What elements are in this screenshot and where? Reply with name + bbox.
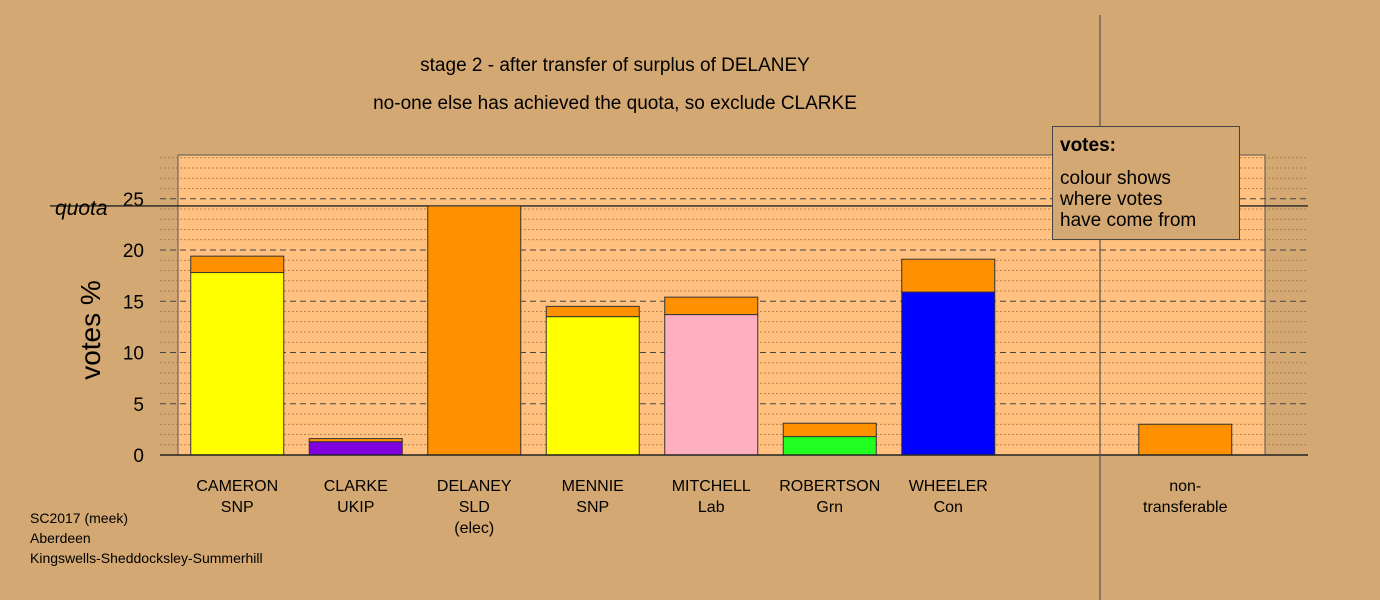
bar-segment-0-1: [190, 255, 285, 274]
legend-line-3: have come from: [1060, 210, 1197, 231]
bar-segment-5-0: [782, 436, 877, 456]
legend-line-1: colour shows: [1060, 168, 1171, 189]
y-tick-label: 0: [133, 446, 144, 467]
bar-segment-4-0: [664, 314, 759, 456]
category-label: SLD: [459, 499, 490, 516]
quota-label: quota: [55, 197, 108, 220]
y-tick-label: 15: [123, 292, 144, 313]
category-label: transferable: [1143, 499, 1228, 516]
category-label: Lab: [698, 499, 725, 516]
legend-box: votes: colour shows where votes have com…: [1052, 126, 1240, 240]
category-label: DELANEY: [437, 478, 512, 495]
bar-segment-8-1: [1138, 423, 1233, 456]
legend-line-2: where votes: [1060, 189, 1163, 210]
category-label: SNP: [221, 499, 254, 516]
category-label: non-: [1169, 478, 1201, 495]
bar-segment-1-1: [308, 438, 403, 443]
category-label: MITCHELL: [672, 478, 751, 495]
bar-segment-3-0: [545, 316, 640, 456]
bar-segment-2-0: [427, 205, 522, 456]
y-tick-label: 25: [123, 190, 144, 211]
footer-ward: Kingswells-Sheddocksley-Summerhill: [30, 550, 263, 566]
bar-segment-6-1: [901, 258, 996, 293]
y-tick-label: 5: [133, 395, 144, 416]
y-tick-label: 20: [123, 241, 144, 262]
category-label: WHEELER: [909, 478, 988, 495]
bar-segment-0-0: [190, 272, 285, 456]
bar-segment-1-0: [308, 441, 403, 456]
bar-segment-4-1: [664, 296, 759, 316]
category-label: MENNIE: [562, 478, 624, 495]
bar-segment-5-1: [782, 422, 877, 438]
category-label: Con: [934, 499, 963, 516]
category-label: CAMERON: [196, 478, 278, 495]
legend-title: votes:: [1060, 135, 1116, 156]
category-label: CLARKE: [324, 478, 388, 495]
y-axis-label: votes %: [75, 280, 106, 380]
category-label: (elec): [454, 520, 494, 537]
footer-council: Aberdeen: [30, 530, 91, 546]
category-label: ROBERTSON: [779, 478, 880, 495]
bar-segment-3-1: [545, 305, 640, 318]
footer-election: SC2017 (meek): [30, 510, 129, 526]
category-label: UKIP: [337, 499, 374, 516]
chart-title-stage: stage 2 - after transfer of surplus of D…: [420, 55, 810, 76]
chart-title-action: no-one else has achieved the quota, so e…: [373, 93, 857, 114]
bar-segment-6-0: [901, 291, 996, 456]
category-label: Grn: [816, 499, 843, 516]
category-label: SNP: [576, 499, 609, 516]
y-tick-label: 10: [123, 344, 144, 365]
